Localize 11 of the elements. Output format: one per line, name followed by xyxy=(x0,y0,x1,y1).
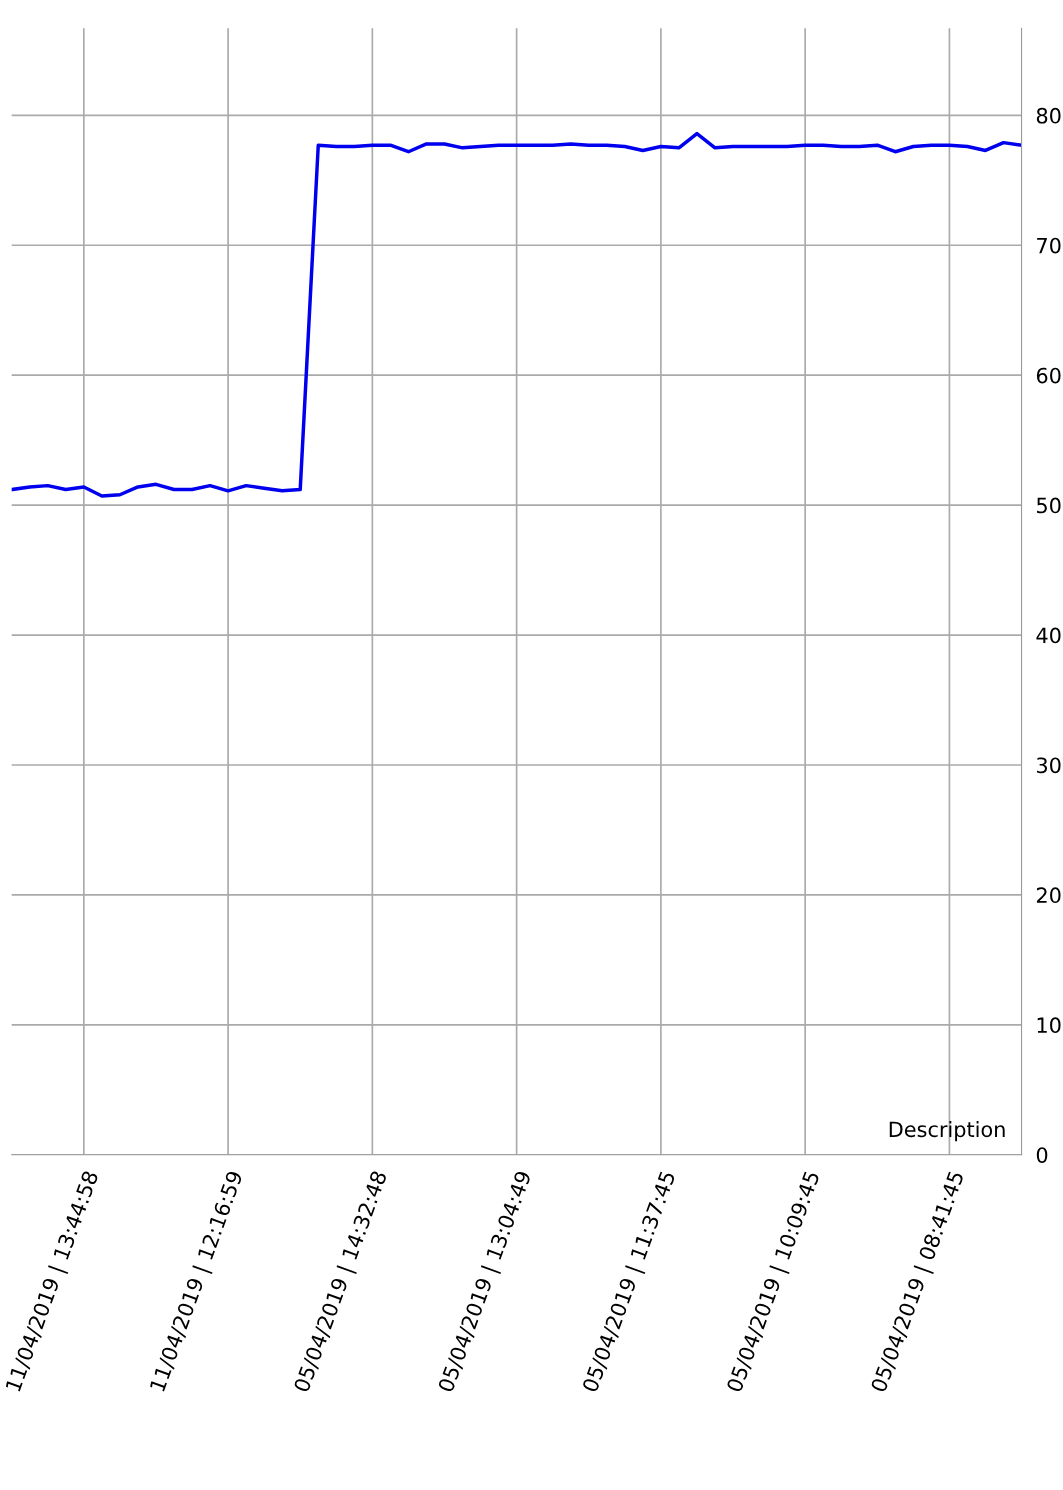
y-tick-label: 70 xyxy=(1037,237,1061,254)
y-tick-label: 50 xyxy=(1037,497,1061,514)
y-tick-label: 80 xyxy=(1036,107,1061,124)
line-series xyxy=(11,131,1022,498)
annotation: Description xyxy=(889,1121,1005,1142)
y-tick-label: 30 xyxy=(1037,757,1061,774)
y-tick-label: 20 xyxy=(1036,887,1061,904)
y-tick-label: 60 xyxy=(1036,367,1061,384)
y-tick-label: 40 xyxy=(1036,627,1061,644)
y-tick-label: 10 xyxy=(1037,1017,1061,1034)
y-tick-label: 0 xyxy=(1036,1147,1048,1163)
